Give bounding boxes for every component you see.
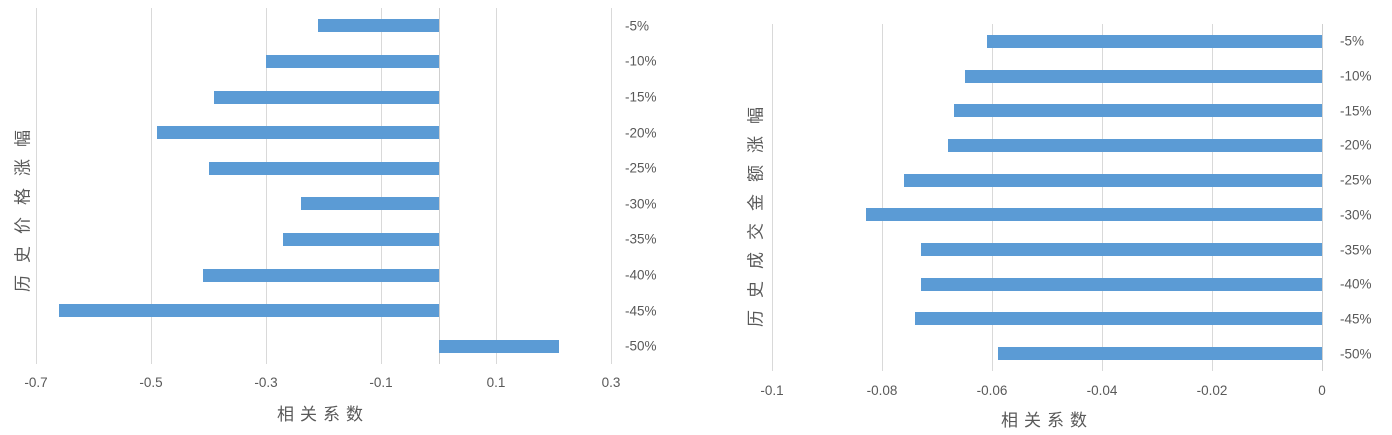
bar [300, 197, 439, 211]
bar [948, 138, 1322, 152]
bar [953, 104, 1322, 118]
category-label: -20% [1340, 137, 1372, 153]
bar [865, 208, 1322, 222]
gridline [882, 24, 883, 371]
gridline [1322, 24, 1323, 371]
category-label: -50% [625, 338, 657, 354]
x-tick-label: -0.02 [1196, 383, 1228, 398]
x-tick-label: -0.04 [1086, 383, 1118, 398]
bar [920, 243, 1322, 257]
gridline [611, 8, 612, 364]
bar [915, 312, 1322, 326]
gridline [381, 8, 382, 364]
category-label: -50% [1340, 346, 1372, 362]
gridline [36, 8, 37, 364]
x-tick-label: -0.5 [139, 375, 163, 390]
bar [156, 126, 439, 140]
bar [986, 34, 1322, 48]
zero-axis-line [438, 8, 440, 364]
category-label: -35% [625, 231, 657, 247]
x-tick-label: 0.3 [601, 375, 621, 390]
zero-axis-line [1322, 24, 1323, 371]
category-label: -15% [1340, 103, 1372, 119]
gridline [151, 8, 152, 364]
category-label: -45% [1340, 311, 1372, 327]
category-label: -40% [1340, 276, 1372, 292]
x-tick-label: 0.1 [486, 375, 506, 390]
bar [59, 304, 439, 318]
bar [920, 277, 1322, 291]
x-tick-label: -0.06 [976, 383, 1008, 398]
category-label: -25% [625, 160, 657, 176]
bar [904, 173, 1322, 187]
category-label: -15% [625, 89, 657, 105]
bar [438, 339, 560, 353]
gridline [1102, 24, 1103, 371]
gridline [496, 8, 497, 364]
bar [214, 90, 439, 104]
gridline [992, 24, 993, 371]
x-axis-title: 相关系数 [1001, 411, 1093, 430]
gridline [1212, 24, 1213, 371]
x-axis-title: 相关系数 [277, 405, 369, 424]
category-label: -40% [625, 267, 657, 283]
x-tick-label: -0.08 [866, 383, 898, 398]
category-label: -35% [1340, 242, 1372, 258]
category-label: -30% [1340, 207, 1372, 223]
category-label: -45% [625, 303, 657, 319]
x-tick-label: -0.1 [369, 375, 393, 390]
bar [208, 161, 439, 175]
plot-area [772, 24, 1323, 371]
bar [283, 232, 439, 246]
bar [997, 347, 1322, 361]
gridline [772, 24, 773, 371]
x-tick-label: 0 [1318, 383, 1326, 398]
category-label: -10% [1340, 68, 1372, 84]
category-label: -5% [1340, 33, 1365, 49]
bar [964, 69, 1322, 83]
plot-area [36, 8, 612, 364]
y-axis-title: 历史成交金额涨幅 [746, 95, 766, 327]
gridline [266, 8, 267, 364]
x-tick-label: -0.1 [760, 383, 784, 398]
y-axis-title: 历史价格涨幅 [13, 118, 33, 292]
bar [266, 54, 439, 68]
category-label: -30% [625, 196, 657, 212]
x-tick-label: -0.3 [254, 375, 278, 390]
x-tick-label: -0.7 [24, 375, 48, 390]
bar [317, 19, 439, 33]
category-label: -5% [625, 18, 650, 34]
category-label: -25% [1340, 172, 1372, 188]
category-label: -10% [625, 53, 657, 69]
bar [202, 268, 439, 282]
category-label: -20% [625, 125, 657, 141]
